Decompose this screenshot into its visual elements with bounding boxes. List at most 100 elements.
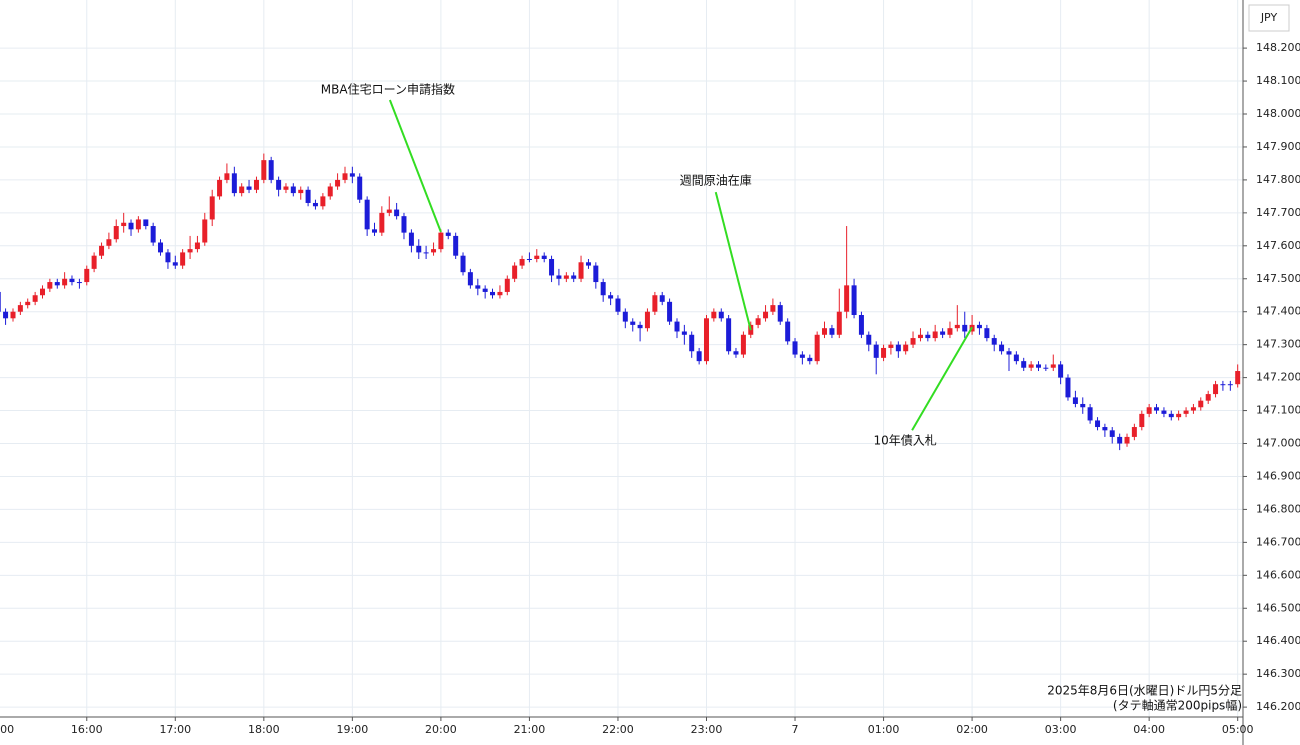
candle-body — [47, 282, 53, 289]
candle-body — [1058, 364, 1064, 378]
candle-body — [408, 232, 414, 246]
candle-body — [526, 258, 532, 260]
y-tick-label: 147.800 — [1256, 173, 1300, 186]
candle-body — [69, 278, 75, 283]
candle-body — [895, 344, 901, 352]
x-tick-label: 02:00 — [956, 723, 988, 736]
candle-body — [556, 275, 562, 279]
caption-line: (タテ軸通常200pips幅) — [1113, 698, 1242, 713]
candle-body — [298, 189, 304, 194]
candle-body — [261, 160, 267, 180]
candle-body — [438, 232, 444, 250]
candle-body — [917, 334, 923, 339]
candle-body — [947, 328, 953, 335]
y-tick-label: 146.200 — [1256, 700, 1300, 713]
candle-body — [150, 226, 156, 243]
candle-body — [541, 255, 547, 259]
candle-body — [1028, 364, 1034, 368]
candle-body — [733, 351, 739, 355]
candle-body — [25, 301, 31, 306]
candle-body — [571, 275, 577, 279]
candle-body — [305, 189, 311, 203]
x-tick-label: 19:00 — [337, 723, 369, 736]
candle-body — [224, 173, 230, 180]
axes: 146.200 146.300 146.400 146.500 146.600 146.7… — [0, 41, 1300, 736]
candle-body — [718, 311, 724, 319]
annotation-text: 週間原油在庫 — [680, 174, 752, 188]
candle-body — [1050, 364, 1056, 368]
y-tick-label: 148.000 — [1256, 107, 1300, 120]
candle-body — [416, 245, 422, 253]
candle-body — [1183, 410, 1189, 414]
candle-body — [231, 173, 237, 194]
candle-body — [327, 186, 333, 197]
y-tick-label: 146.400 — [1256, 634, 1300, 647]
candle-body — [342, 173, 348, 180]
candle-body — [364, 199, 370, 230]
annotation-text: MBA住宅ローン申請指数 — [321, 81, 455, 96]
candle-body — [563, 275, 569, 279]
candle-body — [932, 331, 938, 339]
candle-body — [962, 324, 968, 332]
y-tick-label: 147.100 — [1256, 404, 1300, 417]
candle-body — [726, 318, 732, 352]
candle-body — [1006, 351, 1012, 355]
candle-body — [180, 252, 186, 266]
candle-body — [954, 324, 960, 329]
candle-body — [1065, 377, 1071, 398]
candle-body — [615, 298, 621, 312]
candle-body — [445, 232, 451, 236]
currency-label: JPY — [1260, 11, 1278, 24]
candle-body — [121, 222, 127, 227]
candle-body — [1131, 427, 1137, 437]
candle-body — [276, 179, 282, 190]
y-tick-label: 147.200 — [1256, 371, 1300, 384]
caption-line: 2025年8月6日(水曜日)ドル円5分足 — [1047, 684, 1242, 698]
x-tick-label: 01:00 — [868, 723, 900, 736]
candle-body — [209, 196, 215, 220]
candle-body — [858, 315, 864, 335]
candle-body — [1213, 384, 1219, 395]
candle-body — [113, 226, 119, 240]
candle-body — [1205, 394, 1211, 401]
y-tick-label: 146.500 — [1256, 601, 1300, 614]
candle-body — [202, 219, 208, 243]
candle-body — [674, 321, 680, 332]
candle-body — [1043, 367, 1049, 369]
candle-body — [371, 229, 377, 233]
y-tick-label: 147.500 — [1256, 272, 1300, 285]
candle-body — [386, 209, 392, 213]
candle-body — [431, 249, 437, 253]
candle-body — [165, 252, 171, 263]
candle-body — [740, 334, 746, 355]
candle-body — [593, 265, 599, 283]
x-tick-label: 05:00 — [1222, 723, 1254, 736]
candle-body — [172, 262, 178, 266]
candle-body — [253, 179, 259, 190]
y-tick-label: 147.900 — [1256, 140, 1300, 153]
candle-body — [711, 311, 717, 319]
candle-body — [1220, 384, 1226, 386]
candle-body — [217, 179, 223, 197]
candle-body — [1139, 413, 1145, 428]
candle-body — [1176, 413, 1182, 418]
candle-body — [844, 285, 850, 312]
candle-body — [335, 179, 341, 187]
y-tick-label: 146.800 — [1256, 502, 1300, 515]
candle-body — [600, 282, 606, 296]
y-tick-label: 146.300 — [1256, 667, 1300, 680]
annotation-line — [714, 191, 752, 331]
candle-body — [158, 242, 164, 253]
candle-body — [194, 242, 200, 250]
candle-body — [991, 338, 997, 345]
currency-box — [1248, 4, 1290, 32]
candle-body — [696, 351, 702, 362]
x-tick-label: 7 — [792, 723, 799, 736]
candle-body — [549, 258, 555, 276]
candle-body — [1080, 403, 1086, 408]
y-tick-label: 147.700 — [1256, 206, 1300, 219]
candle-body — [1095, 420, 1101, 428]
candle-body — [770, 305, 776, 312]
